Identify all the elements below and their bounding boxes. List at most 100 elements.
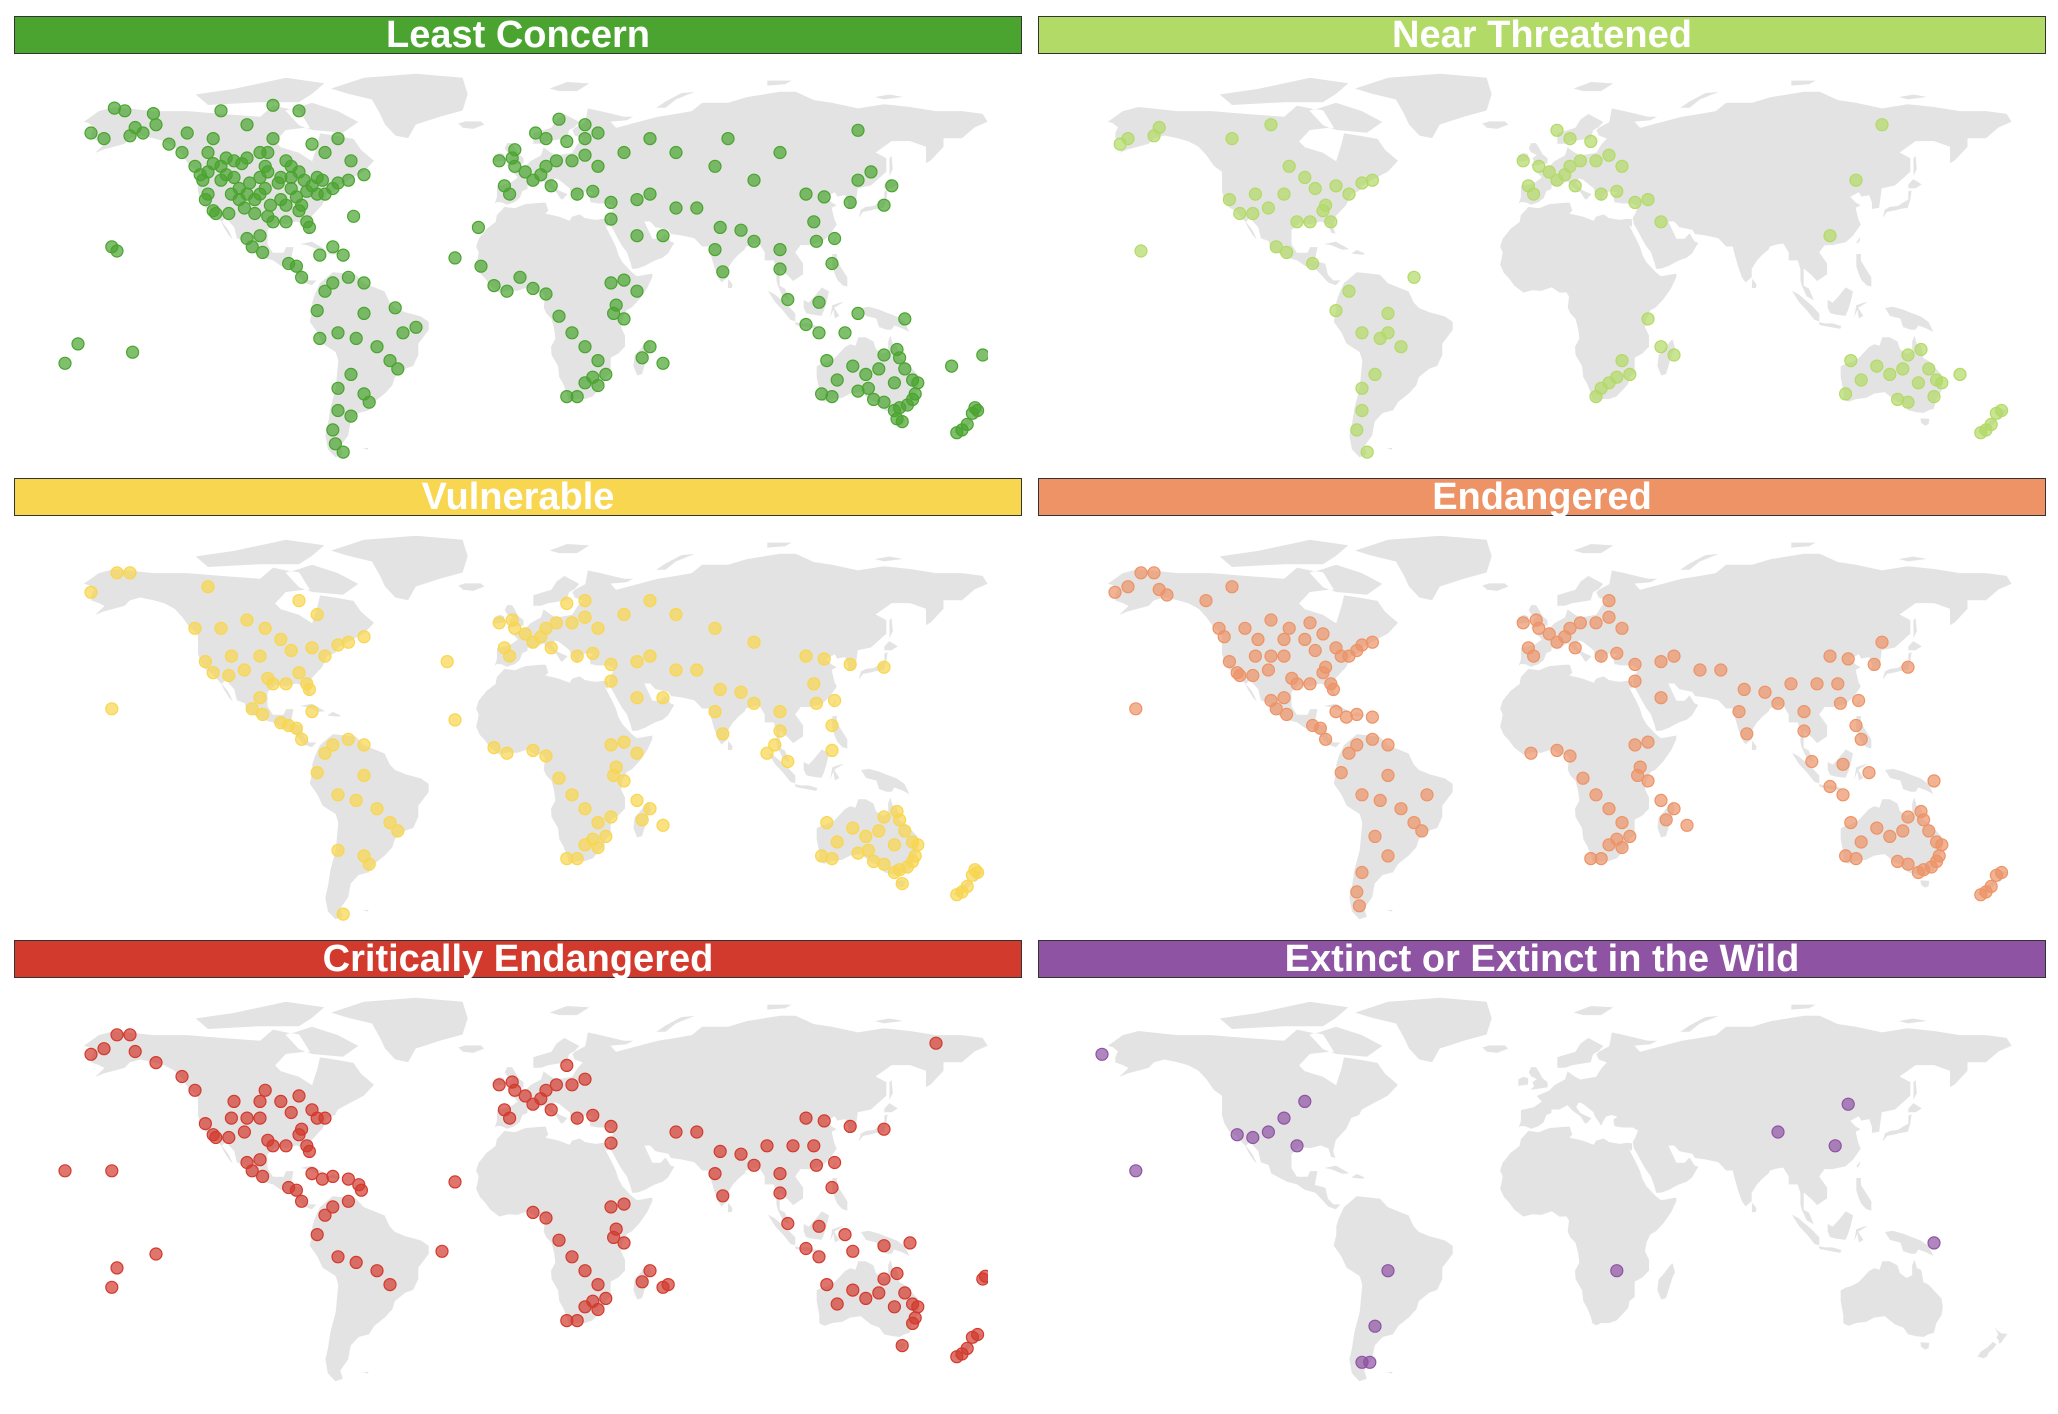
- world-map: [52, 996, 988, 1390]
- occurrence-point: [859, 829, 873, 843]
- occurrence-point: [526, 1205, 540, 1219]
- occurrence-point: [362, 857, 376, 871]
- occurrence-point: [1911, 376, 1926, 390]
- occurrence-point: [513, 270, 527, 284]
- occurrence-point: [1563, 159, 1577, 173]
- occurrence-point: [604, 674, 618, 688]
- occurrence-point: [669, 201, 683, 215]
- occurrence-point: [341, 732, 355, 746]
- occurrence-point: [630, 192, 644, 207]
- occurrence-point: [227, 1094, 241, 1109]
- panel-title: Endangered: [1432, 476, 1652, 518]
- occurrence-point: [609, 1222, 623, 1236]
- occurrence-point: [295, 1122, 309, 1136]
- occurrence-point: [326, 1200, 340, 1214]
- occurrence-point: [630, 284, 644, 298]
- occurrence-point: [1261, 1125, 1275, 1139]
- occurrence-point: [846, 821, 860, 835]
- occurrence-point: [341, 270, 355, 284]
- occurrence-point: [1875, 118, 1889, 132]
- occurrence-point: [198, 654, 212, 669]
- occurrence-point: [110, 566, 124, 580]
- occurrence-point: [391, 824, 405, 838]
- occurrence-point: [773, 724, 787, 738]
- world-map: [1076, 996, 2012, 1390]
- occurrence-point: [565, 154, 579, 168]
- occurrence-point: [549, 616, 563, 630]
- occurrence-point: [518, 627, 532, 641]
- occurrence-point: [341, 1172, 355, 1186]
- occurrence-point: [245, 702, 259, 716]
- panel-header: Least Concern: [14, 16, 1022, 54]
- occurrence-point: [617, 1197, 631, 1211]
- occurrence-point: [734, 1147, 748, 1161]
- occurrence-point: [890, 412, 904, 426]
- occurrence-point: [1628, 195, 1642, 209]
- occurrence-point: [591, 840, 605, 855]
- occurrence-point: [310, 304, 324, 318]
- occurrence-point: [1113, 137, 1127, 151]
- occurrence-point: [1615, 840, 1629, 855]
- occurrence-point: [1261, 663, 1275, 677]
- occurrence-point: [773, 1186, 787, 1200]
- occurrence-point: [336, 445, 350, 459]
- occurrence-point: [349, 1255, 363, 1269]
- occurrence-point: [1308, 643, 1322, 658]
- panel-header: Endangered: [1038, 478, 2046, 516]
- occurrence-point: [560, 1314, 574, 1328]
- occurrence-point: [201, 580, 215, 594]
- occurrence-point: [807, 1139, 821, 1153]
- occurrence-point: [539, 621, 553, 635]
- occurrence-point: [1365, 173, 1379, 187]
- land-mass: [82, 535, 988, 921]
- occurrence-point: [508, 143, 522, 157]
- occurrence-point: [1914, 342, 1928, 357]
- occurrence-point: [1394, 802, 1408, 816]
- occurrence-point: [1277, 632, 1291, 647]
- occurrence-point: [799, 1111, 813, 1125]
- occurrence-point: [1935, 838, 1949, 852]
- occurrence-point: [1222, 192, 1236, 207]
- occurrence-point: [1381, 768, 1395, 782]
- occurrence-point: [526, 281, 540, 295]
- occurrence-point: [237, 663, 251, 677]
- occurrence-point: [258, 181, 272, 196]
- occurrence-point: [950, 426, 964, 440]
- occurrence-point: [578, 118, 592, 132]
- occurrence-point: [570, 649, 584, 663]
- occurrence-point: [887, 838, 902, 852]
- occurrence-point: [357, 276, 371, 290]
- occurrence-point: [970, 403, 985, 418]
- occurrence-point: [1280, 707, 1294, 721]
- occurrence-point: [1290, 677, 1304, 691]
- occurrence-point: [1290, 215, 1304, 229]
- occurrence-point: [448, 713, 462, 727]
- occurrence-point: [1610, 1264, 1624, 1278]
- occurrence-point: [586, 1108, 600, 1122]
- occurrence-point: [1277, 691, 1291, 705]
- occurrence-point: [1355, 403, 1369, 418]
- panel-header: Near Threatened: [1038, 16, 2046, 54]
- occurrence-point: [232, 181, 246, 196]
- occurrence-point: [1308, 181, 1322, 196]
- occurrence-point: [820, 816, 834, 830]
- occurrence-point: [635, 813, 649, 827]
- world-map-svg: [1106, 73, 2012, 459]
- occurrence-point: [1974, 426, 1988, 440]
- occurrence-point: [669, 607, 683, 622]
- occurrence-point: [357, 630, 371, 644]
- occurrence-point: [565, 788, 579, 802]
- occurrence-point: [885, 179, 899, 193]
- occurrence-point: [1594, 187, 1608, 201]
- occurrence-point: [799, 317, 813, 332]
- occurrence-point: [570, 1111, 584, 1125]
- occurrence-point: [760, 1139, 774, 1153]
- occurrence-point: [1550, 123, 1564, 137]
- occurrence-point: [1365, 635, 1379, 649]
- occurrence-point: [123, 566, 137, 580]
- occurrence-point: [825, 718, 839, 733]
- occurrence-point: [354, 1183, 368, 1197]
- occurrence-point: [1849, 852, 1863, 866]
- occurrence-point: [578, 593, 592, 608]
- occurrence-point: [253, 229, 267, 243]
